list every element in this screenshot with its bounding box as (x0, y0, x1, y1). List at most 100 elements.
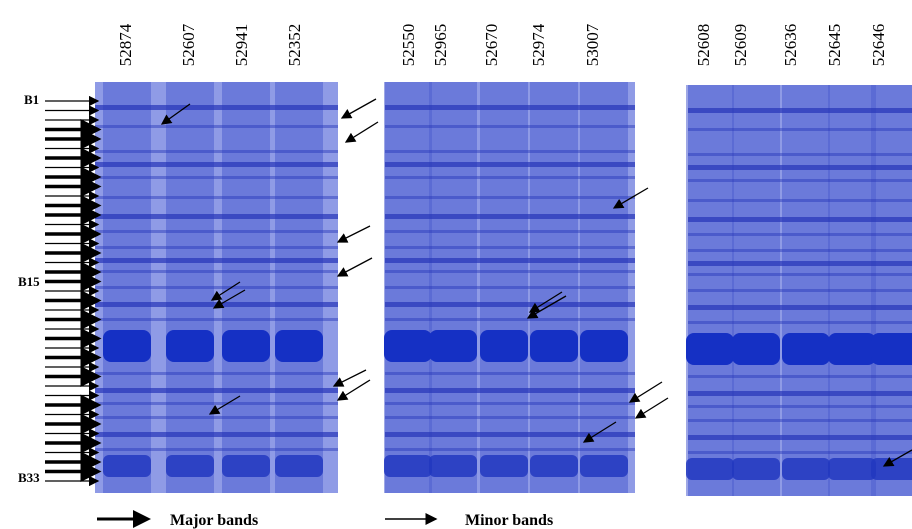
gel-band (385, 162, 635, 167)
gel-main-band (222, 330, 270, 362)
minor-arrow (336, 225, 371, 243)
gel-band (688, 375, 912, 378)
minor-arrow (212, 289, 246, 309)
gel-main-band (103, 330, 151, 362)
gel-band (688, 273, 912, 276)
gel-lane (429, 82, 477, 493)
gel-main-band (384, 330, 432, 362)
gel-band (688, 233, 912, 236)
lane-label: 52646 (869, 24, 888, 67)
gel-band (95, 125, 338, 128)
gel-lane (686, 85, 734, 496)
lane-label: 52974 (529, 23, 548, 66)
gel-main-band (732, 333, 780, 365)
gel-bottom-band (429, 455, 477, 477)
minor-arrow (612, 187, 649, 209)
gel-band (688, 391, 912, 396)
minor-arrow (634, 397, 669, 419)
gel-main-band (580, 330, 628, 362)
gel-lane (103, 82, 151, 493)
gel-lane (732, 85, 780, 496)
gel-band (95, 150, 338, 153)
gel-band (385, 176, 635, 179)
gel-main-band (871, 333, 912, 365)
gel-band (95, 372, 338, 375)
band-label: B33 (18, 470, 40, 485)
lane-label: 52941 (232, 24, 251, 67)
minor-arrow (882, 449, 912, 467)
band-label: B15 (18, 274, 40, 289)
gel-band (385, 448, 635, 451)
legend-minor: Minor bands (465, 512, 553, 529)
gel-band (688, 165, 912, 170)
gel-main-band (686, 333, 734, 365)
gel-band (385, 286, 635, 289)
gel-band (95, 214, 338, 219)
gel-band (385, 270, 635, 273)
lane-label: 52965 (431, 24, 450, 67)
legend-major: Major bands (170, 512, 258, 529)
lane-label: 53007 (583, 23, 602, 66)
lane-label: 52352 (285, 24, 304, 67)
gel-band (385, 302, 635, 307)
gel-panel (384, 82, 635, 493)
gel-band (688, 153, 912, 156)
gel-band (95, 176, 338, 179)
minor-arrow (528, 291, 563, 313)
gel-main-band (828, 333, 876, 365)
gel-main-band (166, 330, 214, 362)
gel-bottom-band (530, 455, 578, 477)
gel-band (688, 249, 912, 252)
gel-band (385, 246, 635, 249)
band-label: B1 (24, 92, 39, 107)
lane-label: 52670 (482, 24, 501, 67)
lane-label: 52636 (781, 24, 800, 67)
gel-bottom-band (686, 458, 734, 480)
gel-band (385, 150, 635, 153)
gel-band (95, 432, 338, 437)
gel-band (385, 105, 635, 110)
minor-arrow (582, 421, 617, 443)
gel-band (688, 321, 912, 324)
gel-band (385, 402, 635, 405)
gel-band (688, 217, 912, 222)
gel-panel (95, 82, 338, 493)
gel-band (385, 416, 635, 419)
gel-band (95, 318, 338, 321)
gel-band (688, 261, 912, 266)
gel-lane (275, 82, 323, 493)
minor-arrow (340, 98, 377, 119)
gel-band (385, 318, 635, 321)
gel-bottom-band (732, 458, 780, 480)
gel-band (385, 372, 635, 375)
lane-label: 52609 (731, 24, 750, 67)
gel-band (688, 305, 912, 310)
gel-band (95, 388, 338, 393)
gel-band (95, 246, 338, 249)
gel-bottom-band (384, 455, 432, 477)
gel-lane (871, 85, 912, 496)
gel-band (95, 105, 338, 110)
gel-main-band (782, 333, 830, 365)
gel-band (385, 125, 635, 128)
lane-label: 52874 (116, 23, 135, 66)
gel-main-band (429, 330, 477, 362)
gel-band (688, 108, 912, 113)
gel-bottom-band (222, 455, 270, 477)
gel-lane (166, 82, 214, 493)
gel-band (95, 196, 338, 199)
lane-label: 52550 (399, 24, 418, 67)
gel-bottom-band (782, 458, 830, 480)
minor-arrow (210, 281, 241, 301)
gel-lane (530, 82, 578, 493)
gel-lane (222, 82, 270, 493)
gel-lane (480, 82, 528, 493)
minor-arrow (628, 381, 663, 403)
gel-band (385, 388, 635, 393)
gel-bottom-band (103, 455, 151, 477)
arrows (45, 95, 912, 487)
minor-arrow (344, 121, 379, 143)
gel-panel (686, 85, 912, 496)
gel-band (385, 214, 635, 219)
gel-band (95, 416, 338, 419)
